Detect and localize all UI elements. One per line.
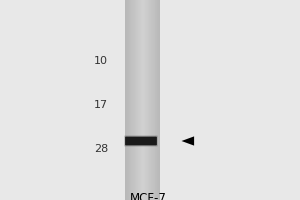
- Bar: [126, 0, 127, 200]
- Bar: [154, 0, 156, 200]
- Bar: [140, 0, 141, 200]
- Bar: [136, 0, 138, 200]
- Bar: [131, 0, 133, 200]
- Bar: [129, 0, 130, 200]
- Bar: [141, 0, 142, 200]
- Bar: [136, 0, 137, 200]
- Bar: [148, 0, 149, 200]
- Bar: [145, 0, 146, 200]
- Bar: [142, 0, 144, 200]
- Bar: [142, 0, 143, 200]
- Bar: [144, 0, 145, 200]
- Bar: [152, 0, 153, 200]
- Bar: [130, 0, 131, 200]
- Bar: [143, 0, 145, 200]
- Bar: [127, 0, 128, 200]
- Bar: [155, 0, 157, 200]
- Bar: [134, 0, 135, 200]
- Bar: [158, 0, 159, 200]
- Bar: [149, 0, 151, 200]
- FancyBboxPatch shape: [124, 135, 158, 147]
- Bar: [135, 0, 136, 200]
- Polygon shape: [182, 136, 194, 146]
- Bar: [137, 0, 139, 200]
- Bar: [132, 0, 133, 200]
- FancyBboxPatch shape: [125, 137, 157, 145]
- Bar: [150, 0, 152, 200]
- Bar: [157, 0, 158, 200]
- Bar: [159, 0, 160, 200]
- Bar: [151, 0, 152, 200]
- Text: 17: 17: [94, 100, 108, 110]
- Bar: [147, 0, 148, 200]
- Bar: [146, 0, 147, 200]
- FancyBboxPatch shape: [0, 0, 30, 200]
- Bar: [130, 0, 132, 200]
- Bar: [148, 0, 150, 200]
- Bar: [125, 0, 126, 200]
- Bar: [154, 0, 155, 200]
- Bar: [138, 0, 139, 200]
- Text: 10: 10: [94, 56, 108, 66]
- Bar: [133, 0, 134, 200]
- Text: MCF-7: MCF-7: [130, 192, 167, 200]
- Text: 28: 28: [94, 144, 108, 154]
- Bar: [128, 0, 129, 200]
- Bar: [139, 0, 140, 200]
- Bar: [156, 0, 158, 200]
- Bar: [153, 0, 154, 200]
